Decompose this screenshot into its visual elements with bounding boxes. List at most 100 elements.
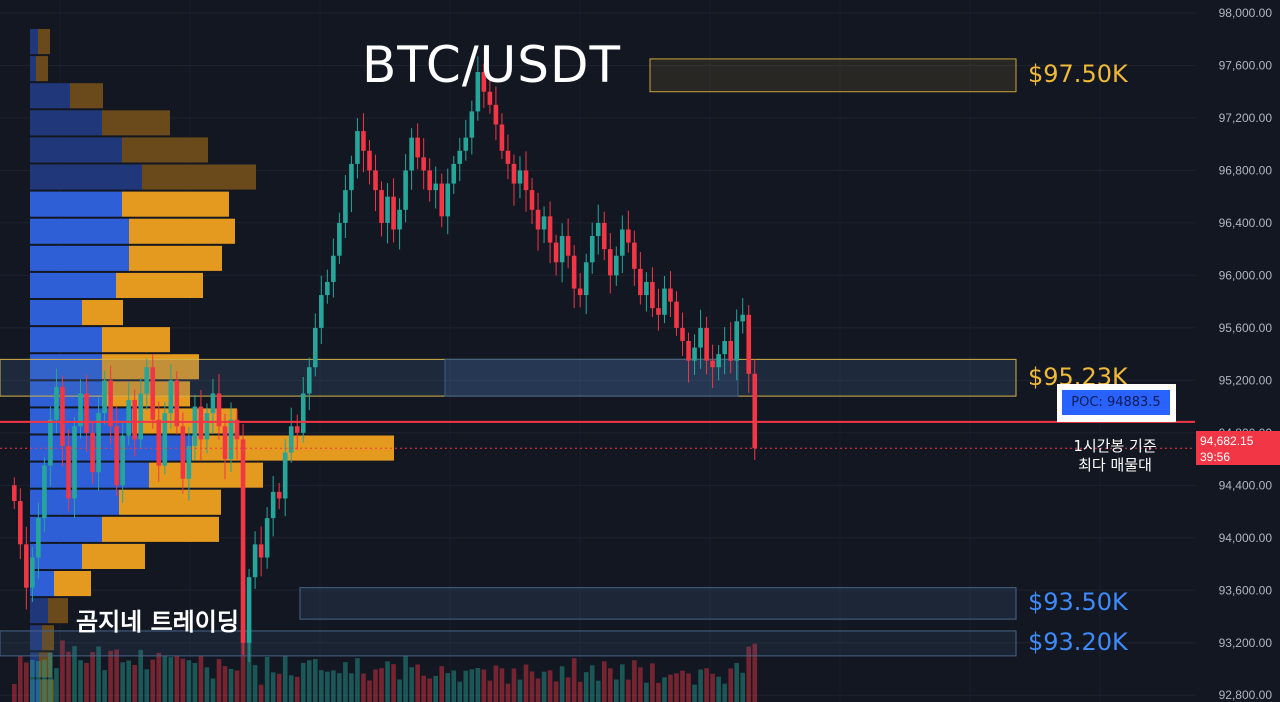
volume-bar [632, 660, 637, 702]
volume-bar [319, 670, 324, 702]
candle-body [162, 413, 168, 466]
volume-profile [30, 29, 394, 702]
volume-bar [638, 667, 643, 702]
profile-bar-down [70, 83, 103, 109]
volume-bar [228, 669, 234, 702]
volume-bar [614, 679, 619, 702]
volume-bar [445, 673, 451, 702]
candle-body [601, 222, 607, 250]
profile-bar-down [38, 29, 50, 55]
profile-bar-down [102, 516, 219, 542]
candle-body [595, 222, 601, 237]
candle-body [373, 170, 378, 191]
candlesticks [12, 56, 758, 663]
watermark: 곰지네 트레이딩 [76, 608, 239, 636]
candle-body [487, 91, 493, 105]
candle-body [427, 170, 432, 191]
candle-body [325, 281, 330, 296]
price-zone [0, 630, 1017, 657]
candle-body [632, 242, 637, 269]
volume-bar [306, 660, 312, 702]
volume-bar [571, 658, 577, 702]
candle-body [403, 170, 408, 210]
volume-bar [595, 680, 601, 702]
volume-bar [180, 658, 186, 702]
volume-bar [674, 673, 679, 702]
zone-label-97-50k: $97.50K [1028, 60, 1128, 89]
poc-note-line1: 1시간봉 기준 [1073, 437, 1157, 455]
candle-body [433, 183, 438, 191]
poc-label-box: POC: 94883.5 [1057, 384, 1176, 422]
volume-bar [469, 669, 475, 702]
volume-bar [78, 660, 83, 702]
volume-bar [680, 670, 685, 702]
candle-body [240, 439, 246, 643]
volume-bar [499, 668, 505, 702]
candle-body [674, 301, 679, 328]
y-tick-label: 96,000.00 [1219, 268, 1273, 282]
candle-body [499, 124, 505, 151]
y-tick-label: 93,200.00 [1219, 636, 1273, 650]
zone-label-93-50k: $93.50K [1028, 588, 1128, 617]
volume-bar [397, 679, 402, 702]
profile-bar-down [129, 245, 222, 271]
profile-bar-down [82, 300, 123, 326]
volume-bar [361, 673, 366, 702]
candle-body [740, 314, 746, 322]
current-price-value: 94,682.15 [1200, 434, 1254, 449]
volume-bar [698, 669, 703, 702]
volume-bar [234, 670, 240, 702]
poc-label: POC: 94883.5 [1062, 390, 1170, 415]
profile-bar-down [142, 164, 256, 190]
candle-body [734, 321, 739, 361]
volume-bar [577, 681, 583, 702]
volume-bar [650, 663, 655, 702]
profile-bar-up [30, 164, 142, 190]
candle-body [541, 216, 547, 230]
candle-body [728, 341, 733, 361]
volume-bar [385, 661, 390, 702]
volume-bar [210, 678, 216, 702]
profile-bar-down [149, 462, 263, 488]
volume-bar [686, 673, 691, 702]
profile-bar-up [30, 245, 129, 271]
volume-bar [391, 664, 396, 702]
zone-label-93-20k: $93.20K [1028, 628, 1128, 657]
candle-body [276, 491, 282, 499]
candle-body [36, 518, 41, 558]
candle-body [680, 327, 685, 341]
volume-bar [54, 668, 59, 702]
profile-bar-up [30, 462, 149, 488]
volume-bar [174, 655, 180, 702]
profile-bar-down [116, 272, 203, 298]
candle-body [475, 72, 481, 112]
candle-body [186, 445, 192, 479]
volume-bar [18, 655, 23, 702]
profile-bar-up [30, 625, 42, 651]
candle-body [692, 347, 697, 361]
volume-bar [439, 666, 445, 702]
profile-bar-down [39, 652, 52, 678]
candle-body [463, 137, 469, 151]
volume-bar [728, 668, 733, 702]
volume-bar [96, 646, 101, 702]
candle-body [589, 236, 595, 263]
candle-body [90, 432, 95, 473]
candle-body [523, 170, 529, 191]
candle-body [210, 393, 216, 414]
volume-bar [258, 684, 264, 702]
candle-body [114, 426, 119, 486]
profile-bar-down [129, 218, 235, 244]
candle-body [457, 150, 463, 164]
profile-bar-up [30, 598, 48, 624]
candle-body [385, 196, 390, 223]
candle-body [180, 426, 186, 479]
y-tick-label: 97,600.00 [1219, 58, 1273, 72]
volume-bar [379, 668, 384, 702]
candle-body [614, 255, 619, 276]
volume-bar [337, 673, 342, 702]
volume-bar [162, 655, 168, 702]
y-tick-label: 92,800.00 [1219, 688, 1273, 702]
volume-bar [313, 659, 318, 702]
